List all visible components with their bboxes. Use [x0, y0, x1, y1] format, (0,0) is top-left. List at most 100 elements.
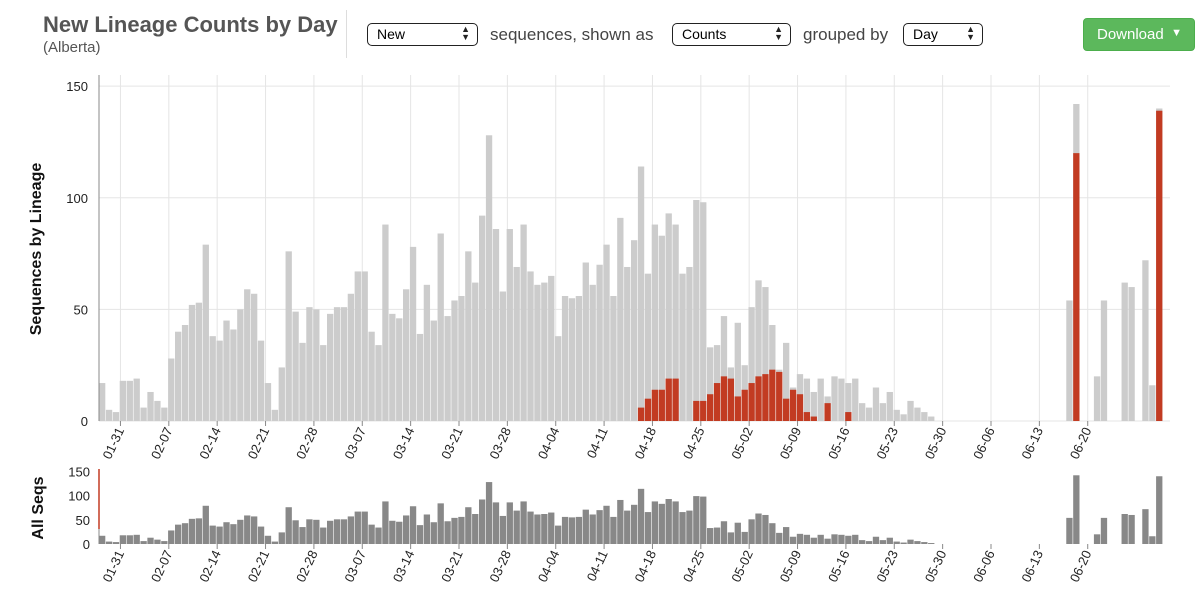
highlighted-lineage-bar [796, 394, 804, 421]
y-tick-label: 50 [76, 513, 90, 528]
all-seqs-bar [257, 526, 265, 544]
lineage-bar [762, 287, 769, 421]
highlighted-lineage-bar [720, 376, 728, 421]
all-seqs-bar [361, 511, 368, 544]
x-tick-label: 01-31 [100, 548, 128, 584]
lineage-bar [181, 325, 189, 421]
highlighted-lineage-bar [672, 378, 679, 421]
lineage-bar [527, 271, 534, 421]
y-tick-label: 0 [81, 414, 88, 429]
all-seqs-bar [520, 501, 527, 544]
all-seqs-bar [783, 527, 790, 544]
lineage-bar [575, 295, 583, 421]
x-tick-label: 03-07 [341, 425, 369, 461]
all-seqs-bar [306, 519, 313, 544]
x-tick-label: 03-21 [438, 548, 466, 584]
all-seqs-bar [1149, 536, 1156, 544]
all-seqs-bar [631, 504, 638, 544]
all-seqs-bar [865, 541, 873, 544]
select-arrows-icon: ▲ ▼ [966, 24, 975, 42]
x-tick-label: 02-21 [245, 425, 273, 461]
all-seqs-bar [720, 521, 728, 544]
highlighted-lineage-bar [776, 371, 783, 421]
x-tick-label: 03-28 [486, 425, 514, 461]
lineage-bar [423, 284, 431, 421]
all-seqs-bar [216, 526, 223, 544]
all-seqs-bar [389, 520, 396, 544]
lineage-bar [610, 295, 617, 421]
all-seqs-bar [188, 518, 196, 544]
lineage-bar [472, 282, 479, 421]
lineage-bar [216, 340, 223, 421]
lineage-bar [354, 271, 361, 421]
x-tick-label: 04-18 [632, 548, 660, 584]
all-seqs-bar [713, 527, 721, 544]
main-chart-bars [99, 104, 1163, 422]
all-seqs-bar [845, 535, 852, 544]
lineage-bar [257, 340, 265, 421]
lineage-bar [720, 316, 728, 421]
all-seqs-bar [1066, 517, 1073, 544]
all-seqs-bar [403, 515, 410, 544]
download-button[interactable]: Download ▼ [1083, 18, 1195, 51]
sequences-select[interactable]: New ▲ ▼ [367, 23, 478, 46]
all-seqs-bar [264, 535, 272, 544]
highlighted-lineage-bar [762, 374, 769, 421]
all-seqs-bar [168, 530, 175, 544]
highlighted-lineage-bar [755, 376, 762, 421]
highlighted-lineage-bar [748, 383, 755, 421]
all-seqs-bar [209, 525, 216, 544]
all-seqs-bar [651, 501, 659, 544]
lineage-bar [147, 391, 154, 421]
all-seqs-bars [99, 475, 1163, 544]
lineage-bar [396, 318, 403, 421]
x-tick-label: 06-13 [1018, 548, 1046, 584]
highlighted-lineage-bar [769, 369, 776, 421]
all-seqs-bar [105, 541, 113, 544]
x-tick-label: 02-21 [245, 548, 273, 584]
highlighted-lineage-bar [727, 378, 735, 421]
lineage-bar [105, 409, 113, 421]
all-seqs-bar [769, 523, 776, 544]
all-seqs-bar [161, 541, 168, 544]
all-seqs-bar [707, 528, 714, 544]
lineage-bar [333, 307, 341, 421]
lineage-bar [1121, 282, 1128, 421]
select-arrows-icon: ▲ ▼ [774, 24, 783, 42]
lineage-bar [582, 262, 589, 421]
lineage-bar [914, 407, 921, 421]
lineage-bar [168, 358, 175, 421]
lineage-bar [285, 251, 292, 421]
all-seqs-bar [879, 540, 887, 544]
lineage-bar [389, 313, 396, 421]
grouped-by-select[interactable]: Day ▲ ▼ [903, 23, 983, 46]
lineage-bar [658, 235, 665, 421]
lineage-bar [679, 273, 686, 421]
all-seqs-bar [665, 499, 672, 544]
lineage-bar [264, 383, 272, 421]
all-seqs-bar [354, 511, 361, 544]
all-seqs-bar [251, 516, 258, 544]
lineage-bar [838, 378, 845, 421]
all-seqs-bar [852, 534, 859, 544]
lineage-bar [492, 229, 500, 421]
all-seqs-bar [292, 520, 299, 544]
lineage-bar [161, 407, 168, 421]
all-seqs-bar [672, 501, 679, 544]
highlighted-lineage-bar [713, 383, 721, 421]
all-seqs-bar [368, 524, 375, 544]
x-tick-label: 05-23 [873, 548, 901, 584]
y-tick-label: 0 [83, 537, 90, 552]
x-tick-label: 02-07 [148, 548, 176, 584]
all-seqs-bar [789, 536, 797, 544]
all-seqs-bar [727, 532, 735, 544]
lineage-bar [1149, 385, 1156, 421]
lineage-bar [617, 217, 624, 421]
shown-as-select[interactable]: Counts ▲ ▼ [672, 23, 791, 46]
all-seqs-bar [423, 514, 431, 544]
x-tick-label: 05-16 [825, 425, 853, 461]
header-divider [346, 10, 347, 58]
lineage-bar [928, 416, 935, 421]
all-seqs-bar [1128, 514, 1135, 544]
all-seqs-bar [914, 541, 921, 544]
